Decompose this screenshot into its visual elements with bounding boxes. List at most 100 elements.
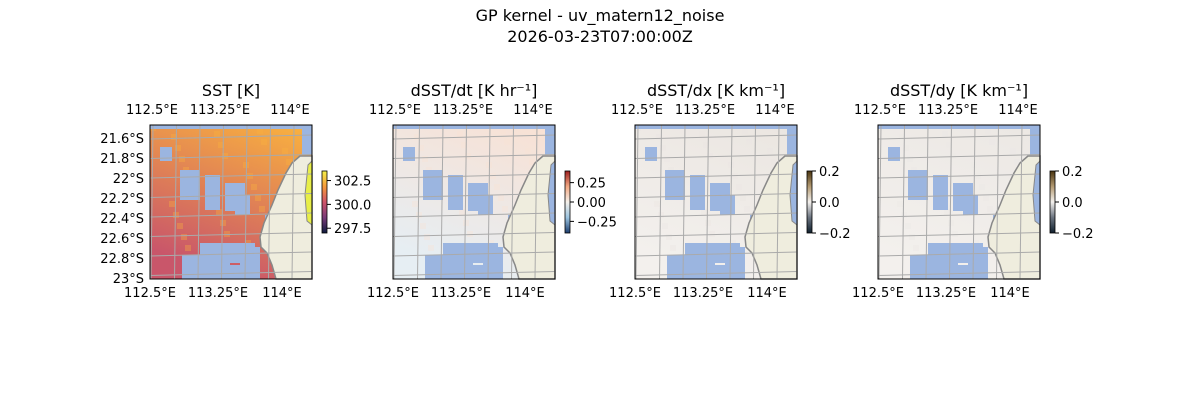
field-cell	[169, 201, 175, 207]
lon-tick-label-top: 112.5°E	[854, 103, 906, 118]
lon-tick-label-top: 113.25°E	[918, 103, 978, 118]
lagoon	[1032, 159, 1041, 227]
field-cell	[257, 128, 263, 134]
lagoon	[304, 159, 313, 227]
map-panel	[392, 124, 556, 280]
field-cell	[664, 156, 670, 162]
colorbar-tick-label: 0.2	[1062, 165, 1083, 180]
map-panel	[877, 124, 1041, 280]
gridline-lat	[392, 134, 556, 140]
axes-frame	[149, 124, 313, 280]
panel-title: dSST/dy [K km⁻¹]	[890, 81, 1028, 100]
gridline-lat	[149, 251, 313, 257]
field-cell	[412, 201, 418, 207]
field-cell	[255, 195, 261, 201]
missing-data-patch	[473, 183, 479, 191]
field-cell	[899, 134, 905, 140]
field-cell	[744, 206, 750, 212]
field-cell	[767, 148, 773, 154]
lagoon	[789, 159, 798, 227]
gridline-lon	[464, 124, 467, 280]
colorbar-tick-label: 0.0	[1062, 196, 1083, 211]
missing-data-patch	[878, 125, 1038, 129]
gridline-lon	[534, 124, 538, 280]
field-cell	[416, 212, 422, 218]
missing-data-patch	[720, 195, 735, 215]
gridline-lat	[149, 134, 313, 140]
field-cell	[658, 212, 664, 218]
colorbar	[564, 170, 571, 234]
gridline-lat	[634, 193, 798, 198]
missing-data-patch	[423, 170, 443, 200]
field-cell	[420, 223, 426, 229]
lat-tick-label: 21.8°S	[100, 152, 144, 167]
axes-frame	[877, 124, 1041, 280]
field-cell	[251, 184, 257, 190]
lon-tick-label-bottom: 114°E	[262, 286, 302, 301]
missing-data-patch	[725, 247, 745, 279]
lon-tick-label-top: 114°E	[513, 103, 553, 118]
field-cell	[909, 234, 915, 240]
field-cell	[525, 148, 531, 154]
field-cell	[903, 145, 909, 151]
field-cell	[282, 148, 288, 154]
gridline-lon	[393, 124, 397, 280]
axes-frame	[634, 124, 798, 280]
gridline-lat	[392, 251, 556, 257]
field-cell	[500, 128, 506, 134]
lon-tick-label-bottom: 114°E	[990, 286, 1030, 301]
missing-data-patch	[150, 125, 310, 129]
figure-subtitle: 2026-03-23T07:00:00Z	[507, 27, 693, 46]
field-cell	[985, 128, 991, 134]
gridline-lon	[878, 124, 882, 280]
field-cell	[224, 231, 230, 237]
field-cell	[742, 128, 748, 134]
field-cell	[529, 159, 535, 165]
missing-data-patch	[160, 147, 172, 161]
missing-data-patch	[635, 125, 795, 129]
gridline-lon	[925, 124, 929, 280]
axes-frame	[392, 124, 556, 280]
missing-data-patch	[403, 147, 415, 161]
field-cell	[177, 223, 183, 229]
gridline-lat	[149, 173, 313, 179]
gridline-lon	[174, 124, 177, 280]
lon-tick-label-top: 112.5°E	[611, 103, 663, 118]
field-cell	[459, 209, 465, 215]
field-cell	[944, 209, 950, 215]
field-cell	[656, 134, 662, 140]
colorbar-tick-label: −0.25	[577, 215, 617, 230]
field-cell	[222, 153, 228, 159]
gridline-lat	[877, 212, 1041, 218]
field-cell	[175, 145, 181, 151]
field-cell	[1014, 159, 1020, 165]
gridline-lon	[417, 124, 420, 280]
lon-tick-label-bottom: 114°E	[505, 286, 545, 301]
missing-data-patch	[393, 125, 553, 129]
lon-tick-label-bottom: 112.5°E	[367, 286, 419, 301]
lon-tick-label-top: 112.5°E	[126, 103, 178, 118]
gridline-lat	[149, 271, 313, 276]
missing-data-patch	[690, 175, 705, 210]
field-cell	[422, 156, 428, 162]
field-cell	[467, 231, 473, 237]
field-cell	[494, 184, 500, 190]
field-cell	[662, 223, 668, 229]
missing-data-patch	[205, 175, 220, 210]
lon-tick-label-top: 113.25°E	[675, 103, 735, 118]
colorbar	[1049, 170, 1056, 234]
gridline-lon	[706, 124, 709, 280]
field-cell	[707, 153, 713, 159]
field-cell	[220, 220, 226, 226]
gridline-lon	[902, 124, 905, 280]
field-cell	[171, 134, 177, 140]
field-cell	[428, 245, 434, 251]
gridline-lat	[877, 251, 1041, 257]
colorbar-tick-label: 300.0	[334, 198, 371, 213]
field-cell	[771, 159, 777, 165]
field-cell	[261, 139, 267, 145]
missing-data-patch	[963, 195, 978, 215]
missing-data-patch	[1030, 125, 1040, 155]
